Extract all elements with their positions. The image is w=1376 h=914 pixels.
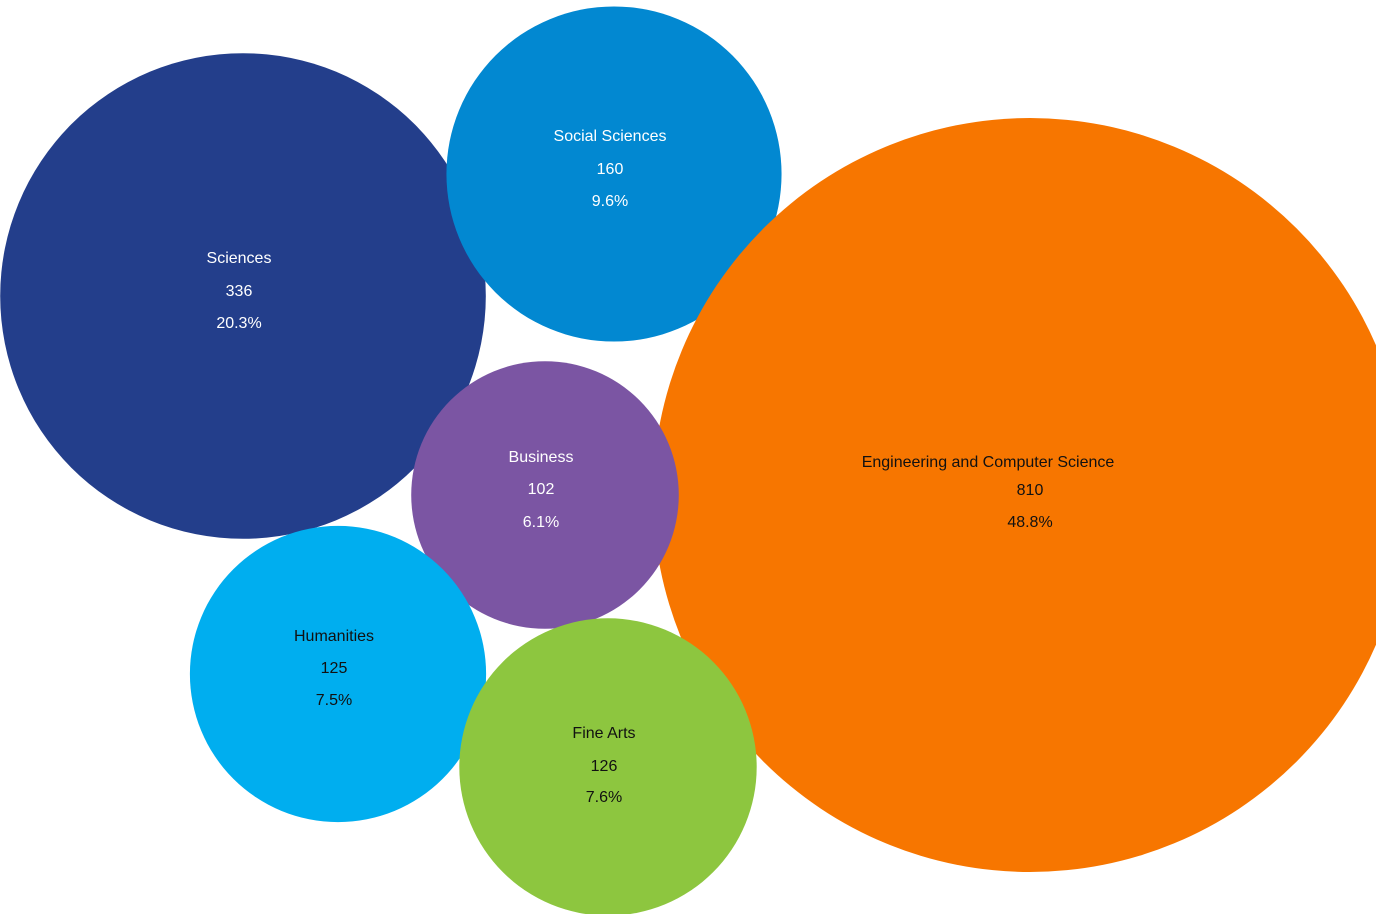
bubble-social-sciences: Social Sciences 160 9.6%	[446, 6, 782, 342]
bubble-value-humanities: 125	[321, 660, 348, 677]
bubble-label-fine-arts: Fine Arts	[572, 725, 635, 742]
bubble-percent-social-sciences: 9.6%	[592, 193, 628, 210]
bubble-fine-arts: Fine Arts 126 7.6%	[459, 618, 757, 914]
bubble-circle-social-sciences	[446, 6, 782, 342]
bubble-percent-humanities: 7.5%	[316, 692, 352, 709]
bubble-label-social-sciences: Social Sciences	[554, 128, 667, 145]
bubble-label-humanities: Humanities	[294, 628, 374, 645]
bubble-percent-business: 6.1%	[523, 514, 559, 531]
bubble-value-engineering-and-computer-science: 810	[1017, 482, 1044, 499]
bubble-circle-business	[411, 361, 679, 629]
bubble-value-social-sciences: 160	[597, 161, 624, 178]
bubble-label-business: Business	[509, 449, 574, 466]
bubble-label-sciences: Sciences	[207, 250, 272, 267]
bubble-value-fine-arts: 126	[591, 758, 618, 775]
bubble-circle-humanities	[189, 525, 487, 823]
bubble-sciences: Sciences 336 20.3%	[0, 53, 486, 539]
bubble-circle-sciences	[0, 53, 486, 539]
bubble-circle-fine-arts	[459, 618, 757, 914]
bubble-value-sciences: 336	[226, 283, 253, 300]
bubble-value-business: 102	[528, 481, 555, 498]
bubble-percent-engineering-and-computer-science: 48.8%	[1007, 514, 1052, 531]
bubble-percent-fine-arts: 7.6%	[586, 789, 622, 806]
bubble-circle-engineering-and-computer-science	[653, 118, 1376, 872]
bubble-label-engineering-and-computer-science: Engineering and Computer Science	[862, 454, 1115, 471]
bubble-engineering-and-computer-science: Engineering and Computer Science 810 48.8%	[653, 118, 1376, 872]
bubble-business: Business 102 6.1%	[411, 361, 679, 629]
bubble-humanities: Humanities 125 7.5%	[189, 525, 487, 823]
bubble-percent-sciences: 20.3%	[216, 315, 261, 332]
